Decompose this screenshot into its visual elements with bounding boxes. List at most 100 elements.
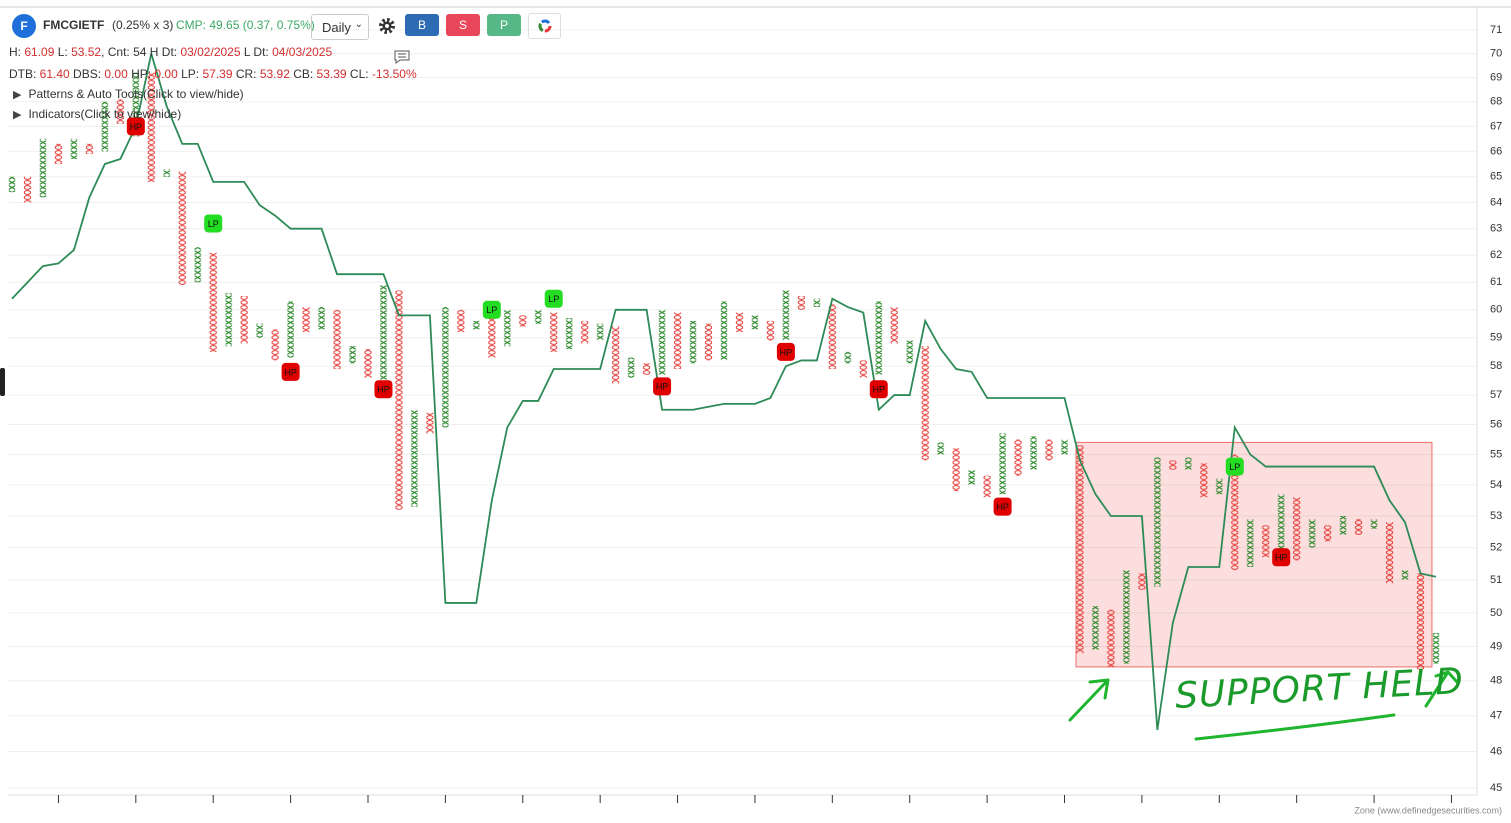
trend-line (11, 53, 1437, 731)
box-size: (0.25% x 3) (112, 18, 174, 32)
x-column (410, 409, 419, 507)
x-column (843, 351, 852, 364)
pattern-marker (374, 380, 393, 399)
y-tick-label: 54 (1490, 479, 1502, 491)
stat-value: 61.09 (24, 45, 55, 59)
x-ticks (57, 795, 1452, 803)
o-column (518, 315, 527, 327)
x-column (100, 101, 109, 152)
wheel (538, 19, 551, 33)
y-tick-label: 52 (1490, 542, 1502, 554)
stat-label: L: (54, 45, 72, 59)
y-tick-label: 61 (1490, 276, 1502, 288)
x-column (534, 309, 543, 324)
side-tab[interactable] (0, 368, 5, 396)
y-tick-label: 48 (1490, 675, 1502, 687)
pattern-marker (1225, 457, 1244, 476)
o-column (23, 176, 32, 203)
color-button[interactable] (528, 13, 561, 39)
stat-value: 04/03/2025 (272, 45, 333, 59)
o-column (456, 309, 465, 333)
stat-label: CB: (289, 67, 317, 81)
x-column (596, 323, 605, 341)
o-column (1292, 497, 1301, 561)
action-button[interactable]: P (487, 14, 521, 36)
o-column (1137, 573, 1146, 590)
x-column (472, 320, 481, 330)
y-tick-label: 63 (1490, 223, 1502, 235)
y-tick-label: 49 (1490, 640, 1502, 652)
stat-label: DTB: (9, 67, 40, 81)
stat-value: 03/02/2025 (180, 45, 241, 59)
wheel (538, 19, 551, 33)
stat-value: 0.00 (154, 67, 178, 81)
o-column (1168, 460, 1177, 470)
y-tick-label: 60 (1490, 304, 1502, 316)
y-tick-label: 50 (1490, 607, 1502, 619)
x-column (781, 290, 790, 341)
action-button[interactable]: B (405, 14, 439, 36)
x-column (565, 318, 574, 350)
pattern-marker (776, 342, 795, 361)
x-column (874, 301, 883, 375)
x-column (1122, 570, 1131, 664)
o-column (487, 318, 496, 358)
y-tick-label: 70 (1490, 47, 1502, 59)
arrow (1068, 678, 1110, 722)
o-column (549, 312, 558, 352)
o-column (828, 304, 837, 370)
menu[interactable]: Patterns & Auto Tools(Click to view/hide… (13, 87, 243, 101)
o-column (363, 349, 372, 378)
y-tick-label: 58 (1490, 360, 1502, 372)
menu[interactable]: Indicators(Click to view/hide) (13, 107, 181, 121)
x-column (1370, 519, 1379, 529)
o-column (240, 296, 249, 344)
x-column (627, 357, 636, 378)
x-column (1246, 519, 1255, 567)
o-column (425, 412, 434, 434)
stat-value: -13.50% (371, 67, 417, 81)
x-column (998, 433, 1007, 495)
x-column (1401, 570, 1410, 580)
y-tick-label: 47 (1490, 710, 1502, 722)
action-button[interactable]: S (446, 14, 480, 36)
y-tick-label: 45 (1490, 782, 1502, 794)
symbol: FMCGIETF (43, 18, 105, 32)
x-column (1215, 478, 1224, 495)
o-column (1416, 573, 1425, 671)
x-column (131, 72, 140, 137)
comment-icon[interactable] (393, 49, 411, 65)
x-column (1060, 439, 1069, 455)
y-tick-label: 59 (1490, 332, 1502, 344)
logo: F (12, 14, 36, 38)
underline (1194, 713, 1396, 741)
x-column (905, 340, 914, 364)
marker-label: HP (656, 382, 669, 392)
stat-value: 53.52 (71, 45, 102, 59)
y-tick-label: 57 (1490, 389, 1502, 401)
o-column (1106, 609, 1115, 667)
y-tick-label: 68 (1490, 96, 1502, 108)
settings-icon[interactable] (378, 17, 396, 35)
stat-label: HP: (127, 67, 155, 81)
stat-value: 53.39 (316, 67, 347, 81)
x-column (967, 469, 976, 485)
pattern-marker (126, 117, 145, 136)
annotation-strokes (1068, 670, 1459, 741)
stat-value: 61.40 (39, 67, 70, 81)
o-column (271, 329, 280, 361)
o-column (1014, 439, 1023, 476)
x-column (1277, 494, 1286, 564)
stat-label: CR: (232, 67, 260, 81)
x-column (503, 309, 512, 347)
y-tick-label: 56 (1490, 418, 1502, 430)
color-wheel (538, 19, 551, 33)
o-column (673, 312, 682, 370)
interval-select[interactable]: Daily ⌄ (311, 14, 369, 40)
x-column (38, 138, 47, 198)
stat-label: LP: (177, 67, 203, 81)
marker-label: HP (996, 502, 1009, 512)
y-tick-label: 69 (1490, 71, 1502, 83)
o-column (147, 72, 156, 182)
stat-label: L Dt: (240, 45, 273, 59)
